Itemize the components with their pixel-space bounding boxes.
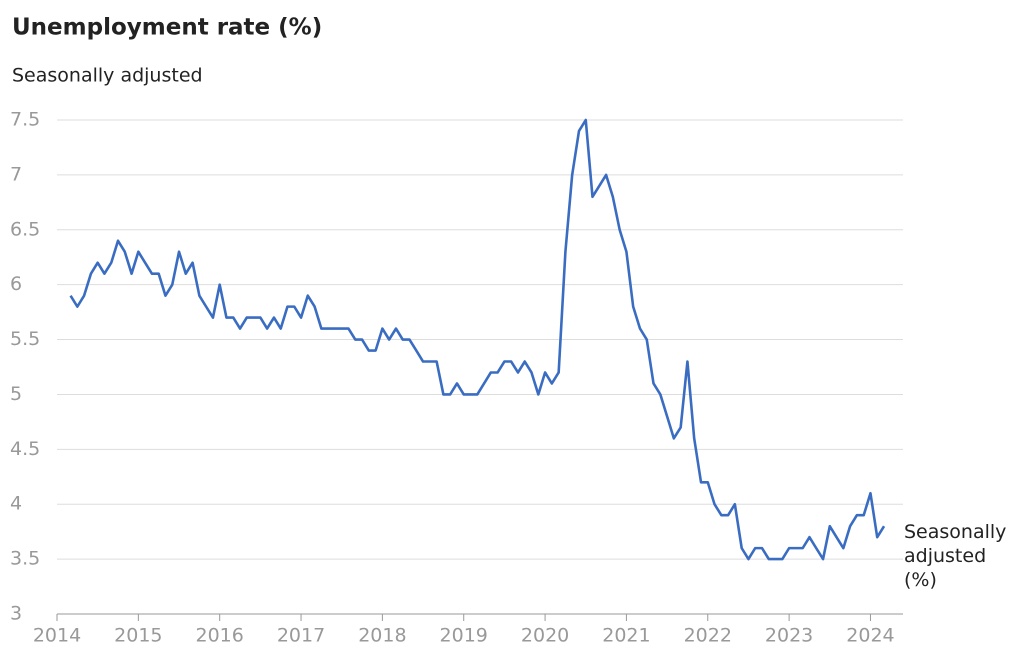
y-tick-label: 6.5	[10, 218, 40, 240]
y-tick-label: 5.5	[10, 328, 40, 350]
x-tick-label: 2019	[440, 625, 488, 647]
y-tick-label: 6	[10, 273, 22, 295]
x-tick-label: 2018	[358, 625, 406, 647]
x-tick-label: 2021	[602, 625, 650, 647]
y-tick-label: 3.5	[10, 548, 40, 570]
y-tick-label: 7	[10, 163, 22, 185]
x-tick-label: 2023	[765, 625, 813, 647]
x-tick-label: 2016	[196, 625, 244, 647]
x-tick-label: 2022	[684, 625, 732, 647]
chart-subtitle: Seasonally adjusted	[12, 65, 203, 87]
x-tick-label: 2014	[33, 625, 81, 647]
y-tick-label: 7.5	[10, 109, 40, 131]
x-tick-label: 2024	[846, 625, 894, 647]
x-tick-label: 2015	[114, 625, 162, 647]
y-tick-label: 3	[10, 603, 22, 625]
y-tick-label: 5	[10, 383, 22, 405]
chart-title: Unemployment rate (%)	[12, 15, 322, 41]
line-series	[69, 118, 886, 561]
series-label: Seasonally adjusted (%)	[904, 521, 1007, 591]
x-tick-label: 2020	[521, 625, 569, 647]
x-tick-label: 2017	[277, 625, 325, 647]
y-tick-label: 4.5	[10, 438, 40, 460]
y-tick-label: 4	[10, 493, 22, 515]
